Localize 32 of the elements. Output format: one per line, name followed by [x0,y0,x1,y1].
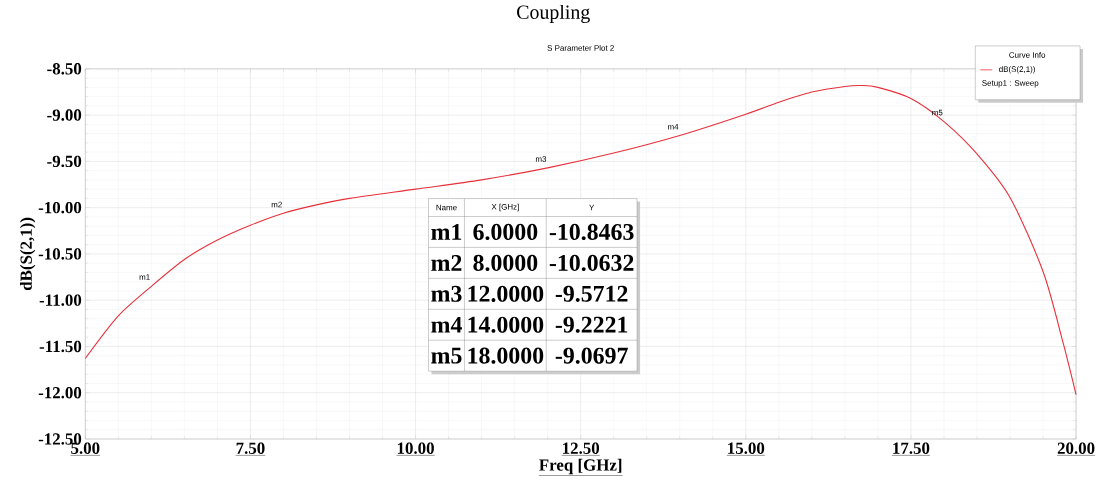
y-tick-label: -10.50 [38,248,82,260]
annotation: 12.0000 [468,285,544,302]
x-tick-label: 17.50 [893,442,930,455]
annotation: m3 [431,285,462,302]
annotation: -10.0632 [549,254,634,272]
y-tick-label: -11.50 [39,340,82,353]
y-tick-label: -9.00 [47,109,82,121]
y-tick-label: -10.00 [38,201,82,214]
annotation: 18.0000 [468,347,544,364]
annotation: 8.0000 [473,254,538,272]
annotation: -9.2221 [555,316,628,333]
y-axis-title: dB(S(2,1)) [19,217,36,291]
annotation: 6.0000 [473,223,538,241]
annotation: -9.5712 [555,285,628,302]
y-tick-label: -8.50 [47,63,82,75]
x-axis-title: Freq [GHz] [539,458,622,475]
x-tick-label: 15.00 [728,442,765,455]
annotation: -9.0697 [555,347,628,364]
y-tick-label: -9.50 [47,155,82,168]
x-tick-label: 12.50 [563,442,600,455]
annotation: m2 [431,255,462,271]
annotation: -10.8463 [549,223,634,241]
y-tick-label: -11.00 [39,294,82,306]
annotation: 14.0000 [468,316,544,333]
chart-title: Coupling [517,4,590,24]
y-tick-label: -12.00 [38,387,82,399]
x-tick-label: 10.00 [397,442,434,455]
annotation: m4 [431,316,462,333]
x-tick-label: 20.00 [1057,442,1095,455]
annotation: m5 [431,347,462,364]
x-tick-label: 7.50 [236,442,265,455]
annotation: m1 [431,224,462,240]
